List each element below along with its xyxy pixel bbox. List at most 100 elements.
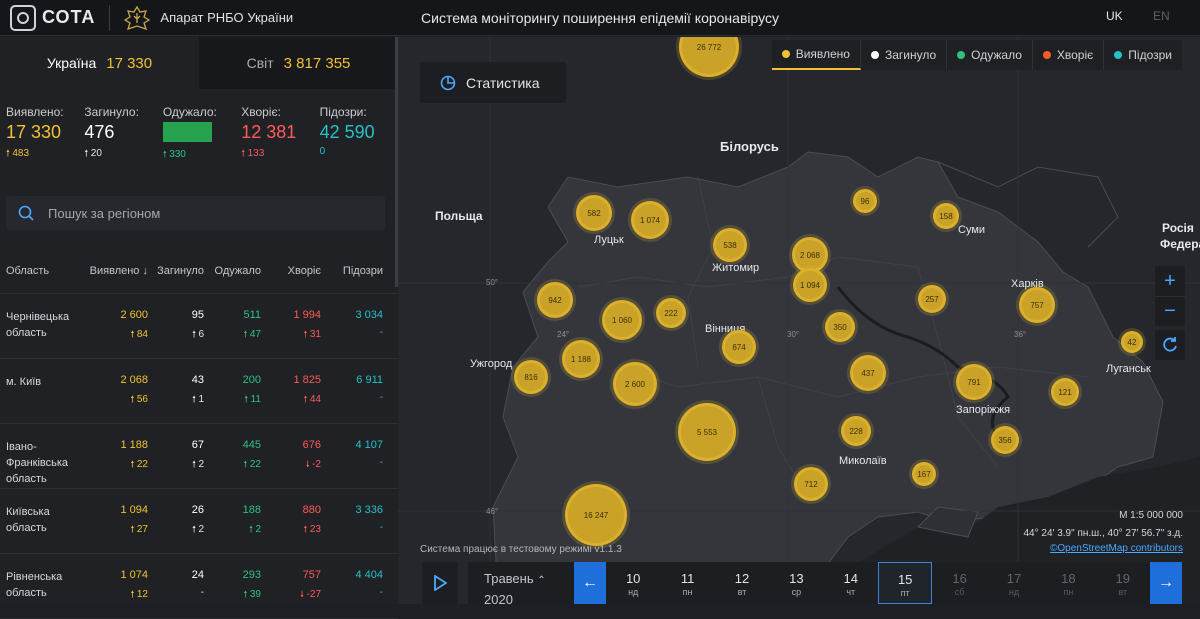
cluster-marker[interactable]: 1 094 [793, 268, 827, 302]
day-item[interactable]: 13 ср [769, 562, 823, 604]
day-item[interactable]: 11 пн [660, 562, 714, 604]
tab-ukraine[interactable]: Україна 17 330 [0, 37, 199, 89]
total-value: 42 590 [319, 122, 375, 142]
cell-delta: 🠕 12 [82, 587, 149, 603]
country-label: Польща [435, 209, 483, 223]
cluster-marker[interactable]: 538 [713, 228, 747, 262]
cell-delta-value: 31 [309, 329, 321, 340]
weekday: нд [628, 587, 639, 597]
graticule-label: 30° [787, 330, 800, 339]
cluster-marker[interactable]: 356 [991, 426, 1019, 454]
day-item[interactable]: 18 пн [1041, 562, 1095, 604]
cluster-marker[interactable]: 942 [537, 282, 573, 318]
table-row[interactable]: Рівненська область 1 074 🠕 12 24-293 🠕 39 757… [0, 554, 398, 619]
cluster-marker[interactable]: 167 [912, 462, 936, 486]
legend-item[interactable]: Хворіє [1033, 40, 1105, 70]
day-item[interactable]: 14 чт [824, 562, 878, 604]
sidebar-scrollbar[interactable] [395, 37, 398, 287]
table-row[interactable]: Київська область 1 094 🠕 27 26 🠕 2 188 🠕 2 880 🠕… [0, 489, 398, 554]
cell-delta: 🠕 6 [148, 327, 204, 343]
cell-delta-value: 39 [249, 589, 261, 600]
tab-ukraine-label: Україна [46, 55, 97, 71]
day-item[interactable]: 15 пт [877, 562, 933, 604]
total-delta-value: 20 [90, 148, 102, 159]
weekday: вт [1118, 587, 1128, 597]
col-region[interactable]: Область [6, 264, 50, 277]
month-selector[interactable]: Травень ⌃ 2020 [468, 562, 574, 607]
map[interactable]: Білорусь Польща Росія Федерація Луцьк Житомир… [398, 37, 1200, 604]
search-input[interactable] [48, 205, 348, 221]
col-confirmed[interactable]: Виявлено ↓ [82, 265, 148, 277]
zoom-in-button[interactable]: + [1155, 266, 1185, 296]
logo-icon [10, 4, 36, 31]
table-row[interactable]: Чернівецька область 2 600 🠕 84 95 🠕 6 511 🠕 47… [0, 294, 398, 359]
legend-item[interactable]: Виявлено [771, 40, 861, 70]
total-label: Одужало: [162, 105, 217, 119]
cluster-marker[interactable]: 2 600 [613, 362, 657, 406]
cell-value: 2 068 [120, 374, 148, 386]
cell-delta: 🠕 22 [204, 457, 262, 473]
cluster-marker[interactable]: 42 [1121, 331, 1143, 353]
totals-summary: Виявлено: 17 330 🠕 483 Загинуло: 476 🠕 20 Одуж… [0, 89, 398, 191]
zoom-out-button[interactable]: − [1155, 296, 1185, 326]
map-canvas [398, 37, 1200, 604]
cluster-marker[interactable]: 1 074 [631, 201, 669, 239]
cluster-marker[interactable]: 816 [514, 360, 548, 394]
cluster-marker[interactable]: 257 [918, 285, 946, 313]
day-item[interactable]: 10 нд [606, 562, 660, 604]
col-sick[interactable]: Хворіє [287, 264, 321, 277]
lang-uk[interactable]: UK [1106, 9, 1123, 23]
tab-world[interactable]: Світ 3 817 355 [199, 37, 398, 89]
country-label: Федерація [1160, 237, 1200, 251]
total-item: Хворіє: 12 381 🠕 133 [241, 105, 319, 191]
col-suspect[interactable]: Підозри [342, 264, 383, 277]
dot-icon [1042, 51, 1051, 59]
cell-delta-value: 56 [136, 394, 148, 405]
legend-item[interactable]: Загинуло [861, 40, 948, 70]
cell-value: 757 [302, 569, 321, 581]
cluster-marker[interactable]: 712 [794, 467, 828, 501]
city-label: Ужгород [470, 358, 513, 370]
cluster-marker[interactable]: 158 [933, 203, 959, 229]
lang-en[interactable]: EN [1153, 9, 1170, 23]
cluster-marker[interactable]: 228 [841, 416, 871, 446]
day-number: 19 [1115, 571, 1130, 586]
cell-value: 1 188 [120, 439, 148, 451]
day-item[interactable]: 12 вт [715, 562, 769, 604]
play-button[interactable] [422, 562, 458, 604]
org-link[interactable]: Апарат РНБО України [124, 5, 293, 30]
cluster-marker[interactable]: 222 [656, 298, 686, 328]
arrow-up-icon: 🠕 [130, 459, 137, 469]
cluster-marker[interactable]: 791 [956, 364, 992, 400]
cluster-marker[interactable]: 1 060 [602, 300, 642, 340]
day-item[interactable]: 17 нд [987, 562, 1041, 604]
cluster-marker[interactable]: 1 188 [562, 340, 600, 378]
col-deaths[interactable]: Загинуло [157, 264, 204, 277]
osm-attribution-link[interactable]: ©OpenStreetMap contributors [1050, 543, 1183, 554]
cluster-marker[interactable]: 350 [825, 312, 855, 342]
prev-day-button[interactable]: ← [574, 562, 606, 604]
cluster-marker[interactable]: 5 553 [678, 403, 736, 461]
search-box[interactable] [6, 196, 385, 230]
cluster-marker[interactable]: 121 [1051, 378, 1079, 406]
cluster-marker[interactable]: 582 [576, 195, 612, 231]
cell-value: 188 [242, 504, 261, 516]
legend-item[interactable]: Підозри [1104, 40, 1182, 70]
day-item[interactable]: 16 сб [932, 562, 986, 604]
statistics-button[interactable]: Статистика [420, 62, 566, 103]
legend-item[interactable]: Одужало [947, 40, 1033, 70]
cluster-marker[interactable]: 757 [1019, 287, 1055, 323]
cluster-marker[interactable]: 437 [850, 355, 886, 391]
cluster-marker[interactable]: 16 247 [565, 484, 627, 546]
refresh-button[interactable] [1155, 330, 1185, 360]
col-recovered[interactable]: Одужало [214, 264, 262, 277]
cell-delta-value: 23 [309, 524, 321, 535]
table-row[interactable]: м. Київ 2 068 🠕 56 43 🠕 1 200 🠕 11 1 825 🠕 44 6 9… [0, 359, 398, 424]
day-item[interactable]: 19 вт [1096, 562, 1150, 604]
cluster-marker[interactable]: 674 [722, 330, 756, 364]
cluster-marker[interactable]: 96 [853, 189, 877, 213]
cell-value: 1 074 [120, 569, 148, 581]
next-day-button[interactable]: → [1150, 562, 1182, 604]
sota-logo[interactable]: СОТА [0, 0, 95, 36]
